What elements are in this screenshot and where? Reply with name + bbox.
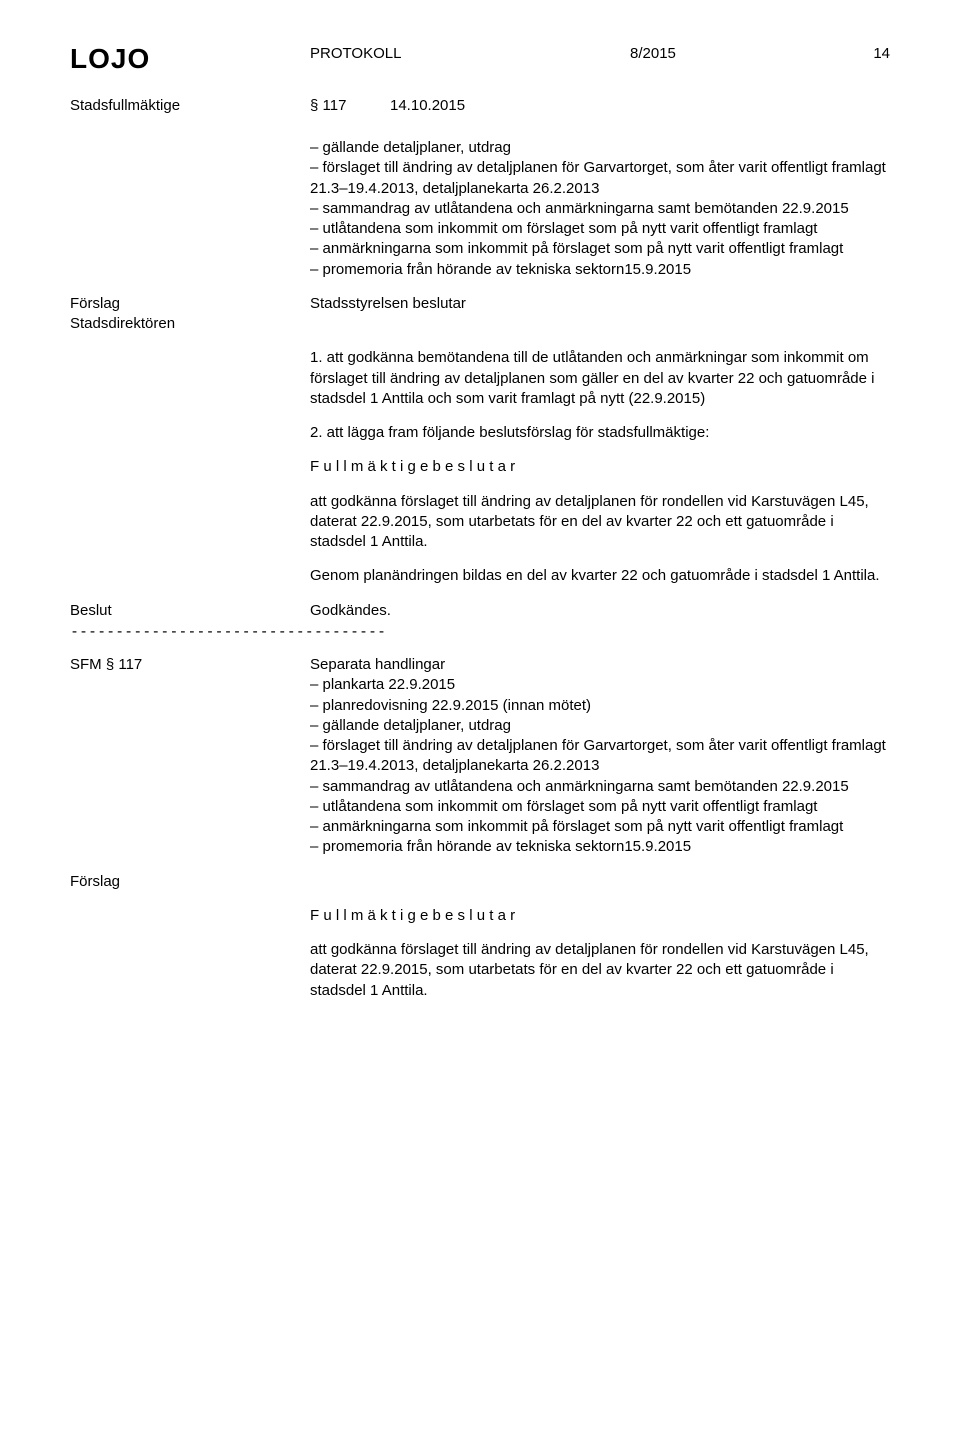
paragraph-1: 1. att godkänna bemötandena till de utlå…: [310, 348, 890, 409]
fullmaktige-beslutar-2: F u l l m ä k t i g e b e s l u t a r: [310, 906, 890, 926]
sub-header: Stadsfullmäktige § 117 14.10.2015: [70, 96, 890, 116]
paragraph-5: att godkänna förslaget till ändring av d…: [310, 940, 890, 1001]
paragraph-4: Genom planändringen bildas en del av kva…: [310, 566, 890, 586]
proposal-text: Stadsstyrelsen beslutar: [310, 294, 890, 335]
attachments-block-1: – gällande detaljplaner, utdrag – försla…: [310, 138, 890, 280]
meeting-date: 14.10.2015: [390, 96, 465, 116]
decision-row: Beslut Godkändes.: [70, 601, 890, 621]
separator-dashes: -----------------------------------: [70, 621, 890, 641]
stadsdirektoren-label: Stadsdirektören: [70, 314, 310, 334]
page-number: 14: [790, 40, 890, 78]
beslut-label: Beslut: [70, 601, 310, 621]
sfm-label: SFM § 117: [70, 655, 310, 858]
paragraph-2: 2. att lägga fram följande beslutsförsla…: [310, 423, 890, 443]
forslag-label: Förslag: [70, 294, 310, 314]
section-number: § 117: [310, 96, 390, 116]
beslut-text: Godkändes.: [310, 601, 890, 621]
page-header: LOJO PROTOKOLL 8/2015 14: [70, 40, 890, 78]
forslag2-empty: [310, 872, 890, 892]
sfm-text: Separata handlingar – plankarta 22.9.201…: [310, 655, 890, 858]
sfm-row: SFM § 117 Separata handlingar – plankart…: [70, 655, 890, 858]
doc-type: PROTOKOLL: [310, 40, 630, 78]
forslag2-label: Förslag: [70, 872, 310, 892]
paragraph-3: att godkänna förslaget till ändring av d…: [310, 492, 890, 553]
org-name: LOJO: [70, 40, 310, 78]
fullmaktige-beslutar: F u l l m ä k t i g e b e s l u t a r: [310, 457, 890, 477]
proposal-labels: Förslag Stadsdirektören: [70, 294, 310, 335]
body-name: Stadsfullmäktige: [70, 96, 310, 116]
doc-number: 8/2015: [630, 40, 790, 78]
proposal-row: Förslag Stadsdirektören Stadsstyrelsen b…: [70, 294, 890, 335]
proposal2-row: Förslag: [70, 872, 890, 892]
